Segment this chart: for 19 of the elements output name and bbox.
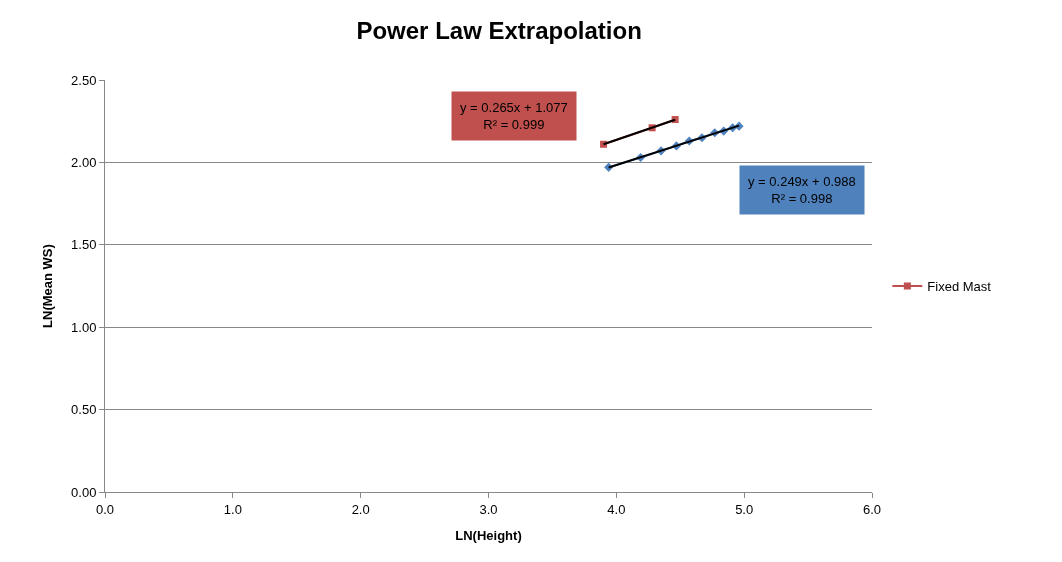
x-tick-label: 2.0 xyxy=(351,501,370,517)
y-tick-label: 2.50 xyxy=(71,72,97,88)
y-tick-label: 2.00 xyxy=(71,154,97,170)
annotation: y = 0.249x + 0.988 R² = 0.998 xyxy=(748,174,856,206)
x-tick-label: 3.0 xyxy=(479,501,498,517)
x-tick-label: 1.0 xyxy=(223,501,242,517)
y-tick-label: 0.50 xyxy=(71,402,97,418)
y-tick-label: 1.00 xyxy=(71,319,97,335)
y-axis-title: LN(Mean WS) xyxy=(40,244,56,328)
x-tick-label: 4.0 xyxy=(607,501,626,517)
x-tick-label: 5.0 xyxy=(735,501,754,517)
x-axis-title: LN(Height) xyxy=(455,528,522,544)
y-tick-label: 0.00 xyxy=(71,484,97,500)
x-tick-label: 6.0 xyxy=(862,501,882,517)
x-tick-label: 0.0 xyxy=(95,501,115,517)
y-tick-label: 1.50 xyxy=(71,237,97,253)
legend-label: Fixed Mast xyxy=(927,279,992,295)
annotation: y = 0.265x + 1.077 R² = 0.999 xyxy=(460,100,568,132)
chart-title: Power Law Extrapolation xyxy=(356,17,642,45)
